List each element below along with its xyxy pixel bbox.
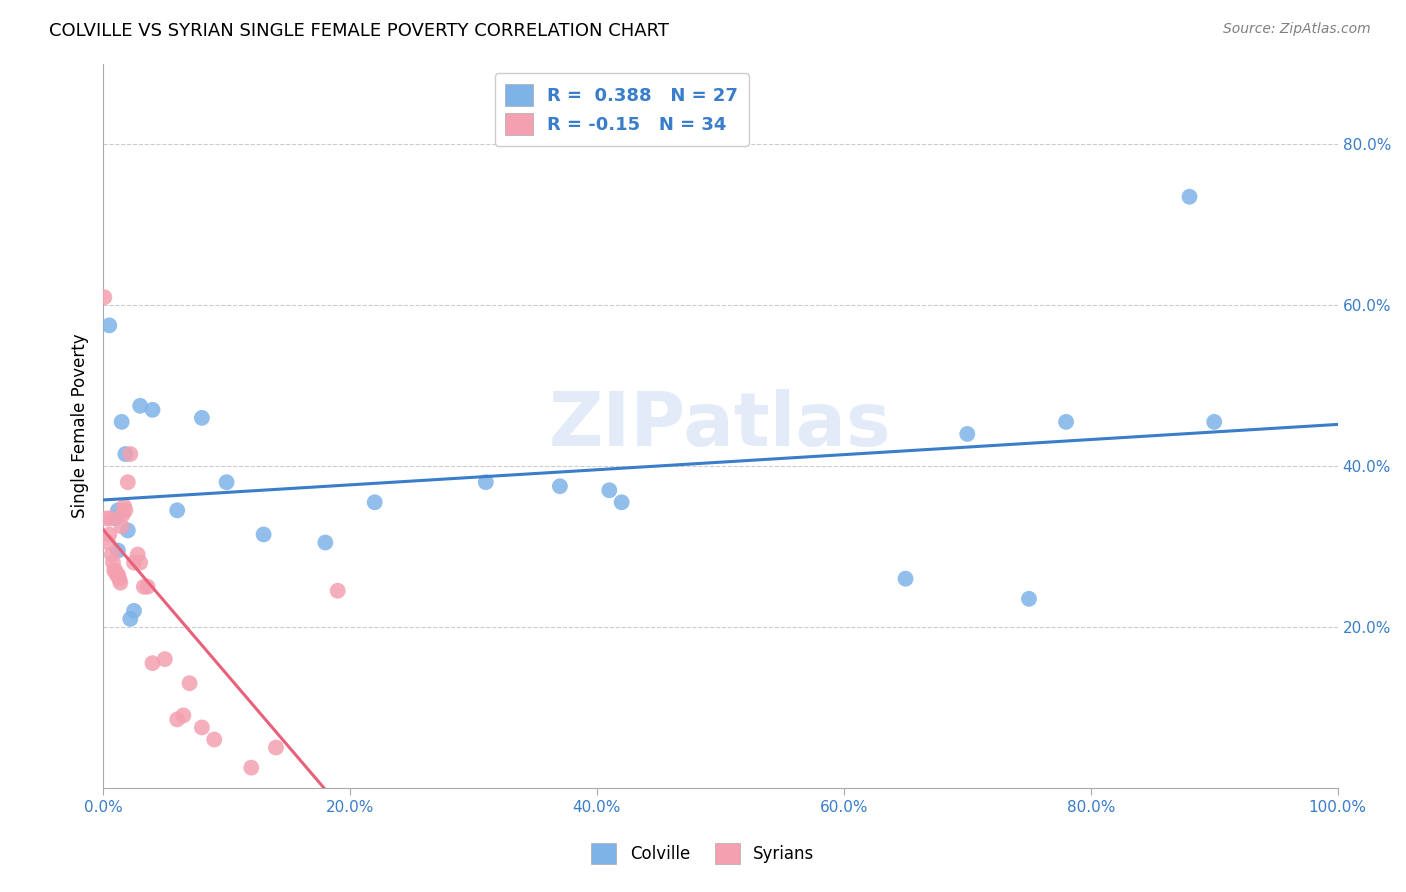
Point (202, 732, 225, 747)
Point (475, 475, 498, 490)
Legend: R =  0.388   N = 27, R = -0.15   N = 34: R = 0.388 N = 27, R = -0.15 N = 34 (495, 73, 748, 146)
Text: ZIPatlas: ZIPatlas (550, 390, 891, 462)
Point (1018, 591, 1040, 606)
Point (141, 656, 163, 670)
Point (120, 612, 142, 626)
Point (314, 535, 336, 549)
Point (117, 524, 139, 538)
Point (548, 479, 571, 493)
Point (105, 567, 128, 582)
Point (104, 564, 127, 578)
Point (112, 500, 135, 514)
Point (191, 721, 214, 735)
Point (96, 511, 118, 525)
Point (127, 548, 149, 562)
Point (120, 447, 142, 461)
Point (108, 572, 131, 586)
Point (114, 503, 136, 517)
Point (136, 580, 159, 594)
Point (129, 399, 152, 413)
Point (141, 402, 163, 417)
Point (100, 511, 122, 525)
Point (107, 567, 129, 582)
Point (122, 604, 145, 618)
Legend: Colville, Syrians: Colville, Syrians (585, 837, 821, 871)
Point (153, 652, 176, 666)
Point (129, 556, 152, 570)
Point (117, 475, 139, 490)
Point (103, 564, 125, 578)
Point (1178, 190, 1201, 204)
Point (100, 548, 122, 562)
Point (107, 543, 129, 558)
Point (111, 508, 134, 522)
Point (132, 580, 155, 594)
Point (104, 511, 127, 525)
Point (111, 519, 134, 533)
Point (894, 572, 917, 586)
Point (172, 708, 194, 723)
Point (98, 527, 121, 541)
Point (107, 503, 129, 517)
Point (1204, 415, 1226, 429)
Point (252, 527, 274, 541)
Text: Source: ZipAtlas.com: Source: ZipAtlas.com (1223, 22, 1371, 37)
Point (111, 415, 134, 429)
Point (610, 495, 633, 509)
Point (1054, 415, 1077, 429)
Text: COLVILLE VS SYRIAN SINGLE FEMALE POVERTY CORRELATION CHART: COLVILLE VS SYRIAN SINGLE FEMALE POVERTY… (49, 22, 669, 40)
Y-axis label: Single Female Poverty: Single Female Poverty (72, 334, 89, 518)
Point (166, 713, 188, 727)
Point (114, 447, 136, 461)
Point (240, 761, 263, 775)
Point (122, 556, 145, 570)
Point (97, 535, 120, 549)
Point (598, 483, 620, 498)
Point (191, 410, 214, 425)
Point (98, 318, 121, 333)
Point (101, 556, 124, 570)
Point (364, 495, 387, 509)
Point (215, 475, 238, 490)
Point (264, 740, 287, 755)
Point (326, 583, 349, 598)
Point (166, 503, 188, 517)
Point (179, 676, 201, 690)
Point (110, 575, 132, 590)
Point (93, 290, 115, 304)
Point (956, 426, 979, 441)
